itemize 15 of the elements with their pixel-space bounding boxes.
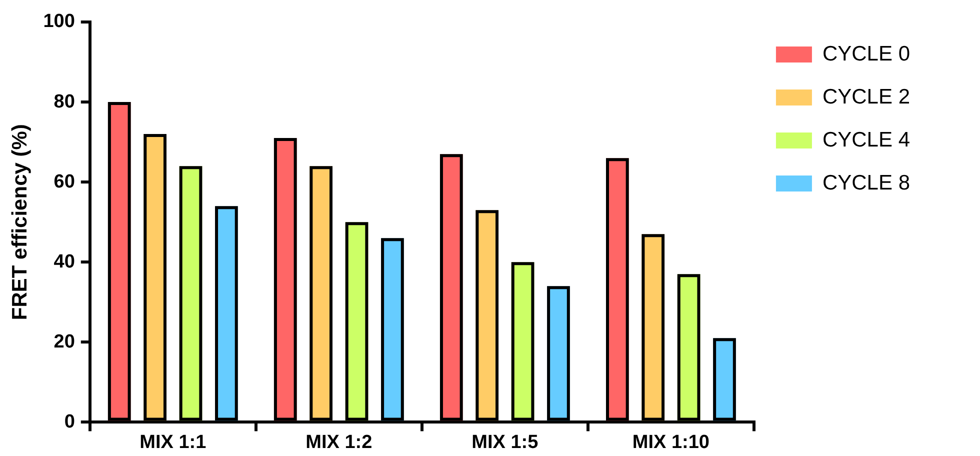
legend-label: CYCLE 8 [822, 171, 910, 194]
legend-label: CYCLE 0 [822, 42, 910, 66]
y-tick-label: 100 [43, 11, 75, 32]
x-tick-label: MIX 1:1 [140, 432, 207, 453]
x-tick-label: MIX 1:5 [472, 432, 539, 453]
y-tick-label: 0 [64, 411, 75, 432]
y-tick-label: 40 [54, 251, 75, 272]
y-tick-label: 60 [54, 171, 75, 192]
y-tick-label: 20 [54, 331, 75, 352]
legend-label: CYCLE 4 [822, 128, 910, 152]
y-axis-title: FRET efficiency (%) [8, 124, 32, 320]
y-tick-label: 80 [54, 91, 75, 112]
x-tick-label: MIX 1:2 [306, 432, 372, 453]
legend-label: CYCLE 2 [822, 85, 910, 108]
x-tick-label: MIX 1:10 [632, 432, 710, 453]
